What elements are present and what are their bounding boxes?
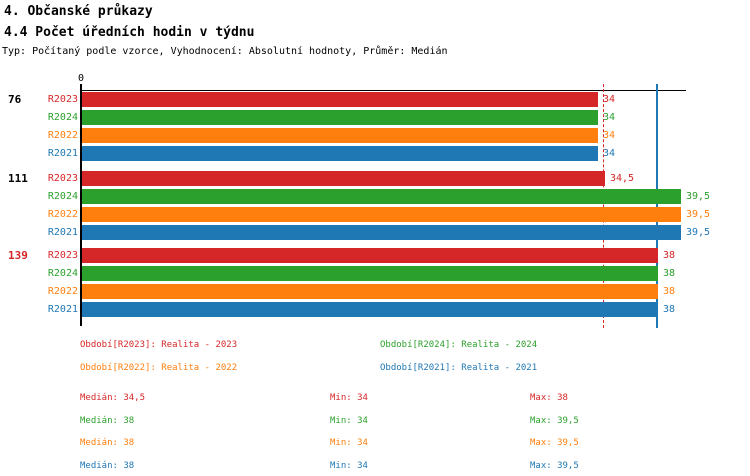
stat-min-value: Min: 34 [330, 416, 368, 426]
y-axis-line [80, 84, 82, 326]
series-label: R2023 [47, 250, 78, 261]
stat-max-value: Max: 39,5 [530, 416, 579, 426]
series-label: R2023 [47, 173, 78, 184]
stat-max-value: Max: 39,5 [530, 438, 579, 448]
bar-value-label: 38 [663, 286, 676, 297]
stat-median-value: Medián: 34,5 [80, 393, 146, 403]
series-label: R2023 [47, 94, 78, 105]
stat-min-value: Min: 34 [330, 393, 368, 403]
series-label: R2024 [47, 112, 78, 123]
guide-line-38 [656, 84, 658, 328]
chart-title: 4.4 Počet úředních hodin v týdnu [4, 25, 255, 40]
series-label: R2021 [47, 304, 78, 315]
report-title: 4. Občanské průkazy [4, 4, 153, 19]
stat-median-value: Medián: 38 [80, 461, 135, 471]
bar-value-label: 39,5 [686, 209, 711, 220]
bar [82, 284, 658, 299]
chart-meta-line: Typ: Počítaný podle vzorce, Vyhodnocení:… [2, 46, 448, 57]
legend-item-r2021: Období[R2021]: Realita - 2021 [380, 363, 538, 373]
legend-item-r2023: Období[R2023]: Realita - 2023 [80, 340, 238, 350]
bar-value-label: 34 [603, 148, 616, 159]
bar-value-label: 34 [603, 130, 616, 141]
legend-item-r2022: Období[R2022]: Realita - 2022 [80, 363, 238, 373]
guide-line-34.5 [603, 84, 604, 328]
bar-value-label: 39,5 [686, 191, 711, 202]
bar [82, 189, 681, 204]
stat-max-value: Max: 39,5 [530, 461, 579, 471]
bar [82, 128, 598, 143]
bar [82, 266, 658, 281]
bar [82, 302, 658, 317]
bar [82, 225, 681, 240]
bar [82, 146, 598, 161]
series-label: R2022 [47, 130, 78, 141]
bar [82, 92, 598, 107]
stat-min-value: Min: 34 [330, 438, 368, 448]
series-label: R2022 [47, 209, 78, 220]
bar [82, 207, 681, 222]
bar-value-label: 38 [663, 250, 676, 261]
group-count-label: 139 [8, 249, 28, 262]
group-count-label: 111 [8, 172, 28, 185]
stat-median-value: Medián: 38 [80, 438, 135, 448]
legend-item-r2024: Období[R2024]: Realita - 2024 [380, 340, 538, 350]
stat-min-value: Min: 34 [330, 461, 368, 471]
series-label: R2022 [47, 286, 78, 297]
group-count-label: 76 [8, 93, 22, 106]
bar-value-label: 38 [663, 304, 676, 315]
bar-value-label: 34 [603, 112, 616, 123]
bar-value-label: 34 [603, 94, 616, 105]
stat-median-value: Medián: 38 [80, 416, 135, 426]
bar-value-label: 34,5 [610, 173, 635, 184]
bar [82, 248, 658, 263]
series-label: R2024 [47, 268, 78, 279]
bar-value-label: 38 [663, 268, 676, 279]
axis-origin-label: 0 [77, 73, 85, 84]
series-label: R2021 [47, 148, 78, 159]
bar [82, 171, 605, 186]
series-label: R2021 [47, 227, 78, 238]
x-axis-top-line [80, 90, 686, 91]
series-label: R2024 [47, 191, 78, 202]
bar-value-label: 39,5 [686, 227, 711, 238]
bar [82, 110, 598, 125]
stat-max-value: Max: 38 [530, 393, 568, 403]
